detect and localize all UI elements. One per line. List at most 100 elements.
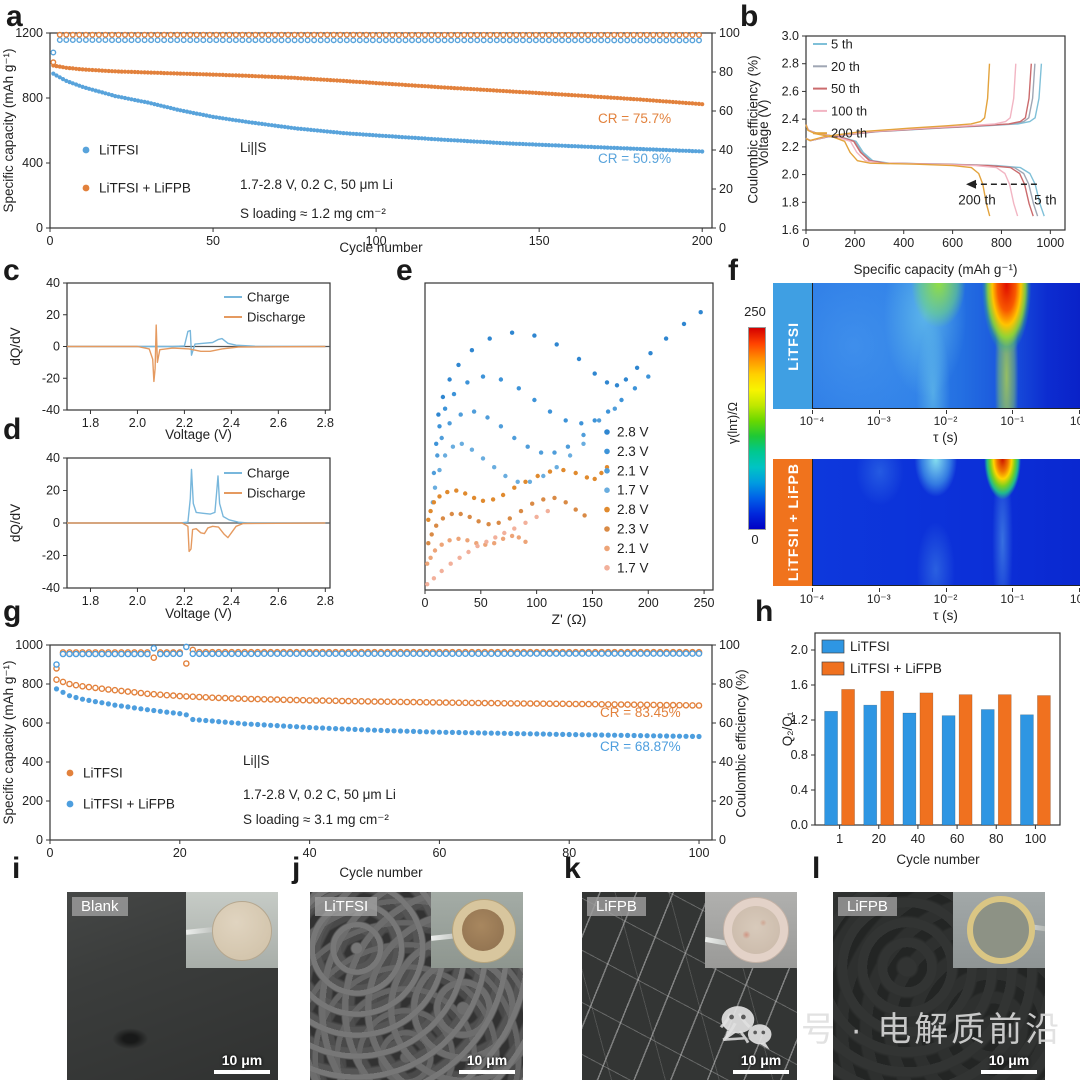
svg-text:S loading ≈ 1.2 mg cm⁻²: S loading ≈ 1.2 mg cm⁻² — [240, 206, 386, 221]
panel-e-nyquist-chart: 0 50 100 150 200 250 Z' (Ω) 2.8 V 2.3 V 2.1 V 1.7 … — [422, 282, 715, 627]
sem-badge: Blank — [72, 897, 128, 916]
svg-text:1.7 V: 1.7 V — [617, 560, 649, 575]
svg-text:Voltage (V): Voltage (V) — [756, 100, 771, 167]
axes-frame — [805, 35, 1066, 231]
sem-badge: LiTFSI — [315, 897, 378, 916]
svg-text:800: 800 — [22, 677, 43, 691]
panel-label-g: g — [3, 595, 22, 628]
svg-text:-20: -20 — [42, 549, 60, 563]
svg-text:1.7-2.8 V, 0.2 C, 50 μm Li: 1.7-2.8 V, 0.2 C, 50 μm Li — [240, 177, 393, 192]
colorbar — [748, 327, 766, 530]
svg-text:80: 80 — [989, 831, 1003, 846]
heatmap-lifpb-label: LiTFSII + LiFPB — [784, 463, 801, 582]
heatmap-litfsi-xticks: 10⁻⁴10⁻³10⁻²10⁻¹10⁰ — [800, 410, 1080, 428]
svg-text:100: 100 — [1025, 831, 1047, 846]
series-litfsi-+-lifpb — [53, 686, 702, 740]
svg-text:200: 200 — [692, 234, 713, 248]
svg-text:Voltage (V): Voltage (V) — [165, 427, 232, 442]
eis-series — [430, 441, 586, 505]
svg-text:LiTFSI: LiTFSI — [850, 639, 890, 654]
heatmap-lifpb-xlabel: τ (s) — [933, 608, 958, 623]
sem-image-lifpb-top: LiFPB 10 μm — [582, 892, 797, 1080]
legend-marker — [66, 800, 74, 808]
svg-text:800: 800 — [991, 236, 1012, 250]
legend-marker — [66, 769, 74, 777]
svg-text:2.4: 2.4 — [223, 594, 240, 608]
svg-text:2.0: 2.0 — [791, 643, 808, 657]
svg-text:40: 40 — [719, 143, 733, 157]
svg-text:2.2: 2.2 — [176, 594, 193, 608]
inset-photo — [953, 892, 1045, 968]
heatmap-lifpb-xticks: 10⁻⁴10⁻³10⁻²10⁻¹10⁰ — [800, 588, 1080, 606]
svg-text:1.6: 1.6 — [782, 223, 799, 237]
svg-text:50 th: 50 th — [831, 81, 860, 96]
svg-text:0: 0 — [53, 340, 60, 354]
inset-photo — [186, 892, 278, 968]
scale-bar: 10 μm — [459, 1052, 515, 1074]
series-litfsi-coulombic-efficiency — [53, 646, 703, 672]
legend-marker — [82, 146, 90, 154]
svg-text:100: 100 — [526, 596, 547, 610]
svg-text:2.8: 2.8 — [317, 594, 334, 608]
series-litfsi-+-lifpb-coulombic-efficiency — [53, 643, 703, 668]
svg-text:20: 20 — [46, 308, 60, 322]
eis-series — [436, 310, 703, 417]
scale-bar: 10 μm — [981, 1052, 1037, 1074]
svg-text:100 th: 100 th — [831, 103, 867, 118]
axes-frame — [814, 632, 1061, 826]
svg-text:20: 20 — [46, 484, 60, 498]
svg-text:Discharge: Discharge — [247, 486, 306, 501]
svg-text:40: 40 — [46, 451, 60, 465]
panel-label-j: j — [292, 852, 301, 885]
electrode-disc — [452, 899, 516, 963]
svg-text:dQ/dV: dQ/dV — [8, 327, 23, 365]
heatmap-litfsi-label: LiTFSI — [784, 321, 801, 371]
svg-text:2.6: 2.6 — [270, 594, 287, 608]
eis-series — [426, 465, 610, 522]
svg-text:1.8: 1.8 — [82, 416, 99, 430]
svg-text:0: 0 — [53, 516, 60, 530]
eis-series — [426, 495, 587, 546]
svg-text:200 th: 200 th — [958, 193, 996, 208]
panel-label-b: b — [740, 0, 759, 33]
svg-text:80: 80 — [719, 677, 733, 691]
scale-bar-label: 10 μm — [740, 1052, 782, 1068]
legend-marker — [82, 184, 90, 192]
svg-text:LiTFSI + LiFPB: LiTFSI + LiFPB — [99, 181, 191, 196]
svg-text:0.4: 0.4 — [791, 783, 808, 797]
svg-text:40: 40 — [303, 846, 317, 860]
svg-text:2.4: 2.4 — [782, 112, 799, 126]
svg-text:0: 0 — [422, 596, 429, 610]
svg-text:2.6: 2.6 — [270, 416, 287, 430]
svg-text:2.6: 2.6 — [782, 84, 799, 98]
svg-text:20: 20 — [719, 182, 733, 196]
svg-text:400: 400 — [893, 236, 914, 250]
svg-text:100: 100 — [719, 638, 740, 652]
panel-c-dqdv-chart: 1.8 2.0 2.2 2.4 2.6 2.8 -40 -20 0 20 40 Voltage (V)… — [8, 276, 334, 442]
panel-a-cycling-chart: 0 50 100 150 20004008001200020406080100Cycle… — [1, 26, 740, 255]
bar-litfsi-+-lifpb — [841, 689, 855, 826]
panel-label-l: l — [812, 852, 821, 885]
bar-litfsi-+-lifpb — [919, 692, 934, 826]
svg-text:20: 20 — [872, 831, 886, 846]
bar-litfsi — [824, 710, 838, 826]
electrode-disc — [723, 897, 789, 963]
svg-text:0: 0 — [47, 234, 54, 248]
svg-text:1.8: 1.8 — [82, 594, 99, 608]
eis-series — [425, 533, 528, 566]
svg-text:Li||S: Li||S — [243, 753, 270, 768]
svg-text:5 th: 5 th — [831, 37, 853, 52]
svg-text:250: 250 — [694, 596, 715, 610]
panel-h-bar-chart: 0.0 0.4 0.8 1.2 1.6 2.0 1 20 40 60 80 100 Cycle numb… — [780, 632, 1061, 867]
svg-text:LiTFSI + LiFPB: LiTFSI + LiFPB — [83, 797, 175, 812]
svg-text:80: 80 — [719, 65, 733, 79]
scale-bar-label: 10 μm — [221, 1052, 263, 1068]
svg-text:1: 1 — [836, 831, 843, 846]
sem-image-lifpb-bottom: LiFPB 10 μm — [833, 892, 1045, 1080]
panel-label-h: h — [755, 595, 774, 628]
sem-image-blank: Blank 10 μm — [67, 892, 278, 1080]
inset-photo — [705, 892, 797, 968]
panel-f-drt-heatmaps: 250 0 LiTFSI 10⁻⁴10⁻³10⁻²10⁻¹10⁰ τ (s) L… — [720, 252, 1080, 637]
svg-text:1.7 V: 1.7 V — [617, 483, 649, 498]
svg-text:LiTFSI: LiTFSI — [99, 143, 139, 158]
